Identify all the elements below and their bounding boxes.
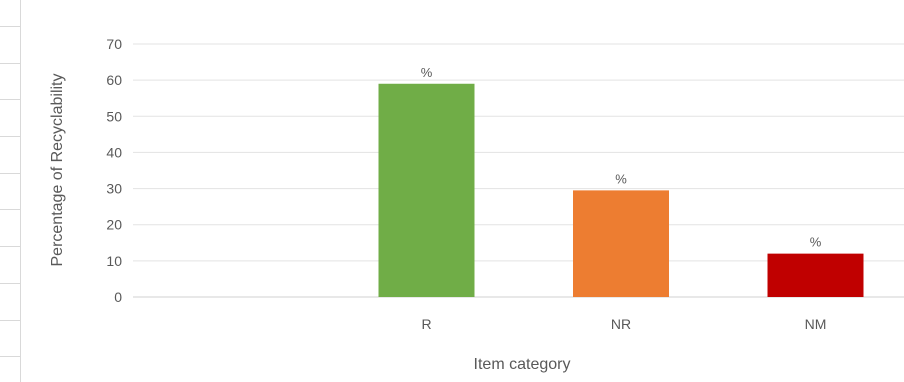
data-label: % [810, 235, 822, 250]
y-tick-label: 0 [114, 289, 122, 305]
x-axis-title: Item category [474, 356, 571, 373]
y-axis-title: Percentage of Recyclability [49, 74, 66, 267]
y-tick-label: 50 [106, 108, 122, 124]
y-tick-label: 30 [106, 181, 122, 197]
row-divider [0, 136, 20, 137]
row-divider [0, 26, 20, 27]
x-axis-ticks: R NR NM [421, 316, 826, 332]
y-tick-label: 20 [106, 217, 122, 233]
x-tick-label: NR [611, 316, 631, 332]
data-labels: %%% [421, 65, 822, 250]
spreadsheet-row-strip [0, 0, 21, 382]
row-divider [0, 63, 20, 64]
bar-nr [573, 190, 669, 297]
bar-nm [767, 253, 864, 297]
y-tick-label: 70 [106, 36, 122, 52]
row-divider [0, 320, 20, 321]
x-tick-label: NM [805, 316, 827, 332]
row-divider [0, 173, 20, 174]
bars [378, 83, 864, 297]
bar-r [378, 83, 475, 297]
data-label: % [615, 171, 627, 186]
y-tick-label: 40 [106, 144, 122, 160]
y-tick-label: 10 [106, 253, 122, 269]
x-tick-label: R [421, 316, 431, 332]
row-divider [0, 246, 20, 247]
row-divider [0, 209, 20, 210]
row-divider [0, 283, 20, 284]
y-axis-ticks: 0 10 20 30 40 50 60 70 [106, 36, 122, 305]
y-tick-label: 60 [106, 72, 122, 88]
row-divider [0, 356, 20, 357]
data-label: % [421, 65, 433, 80]
row-divider [0, 99, 20, 100]
